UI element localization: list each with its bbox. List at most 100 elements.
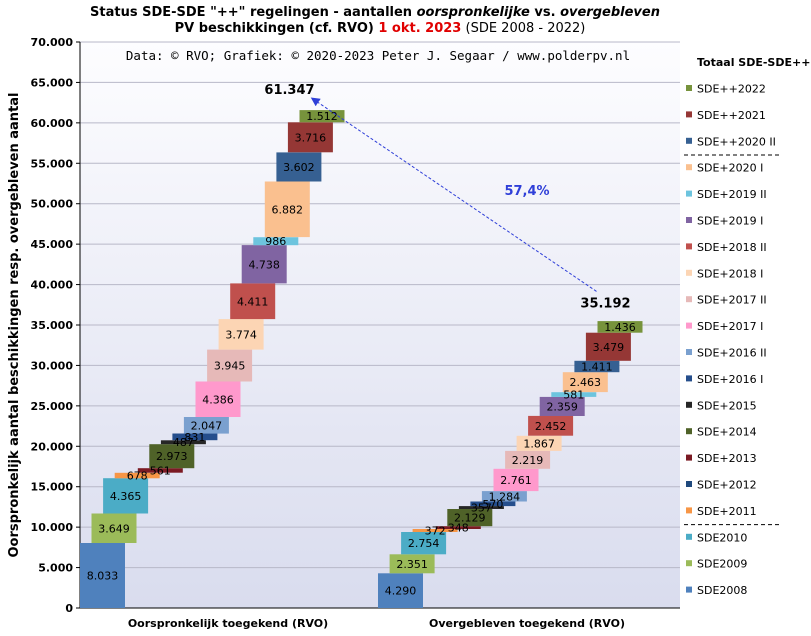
bar-segment [80,543,125,608]
segment-value-label: 3.774 [225,328,257,341]
legend-entry: SDE++2021 [697,109,766,122]
segment-value-label: 581 [563,389,584,402]
segment-value-label: 4.411 [237,295,269,308]
legend-swatch [686,243,692,250]
legend-swatch [686,401,692,408]
bar-segment [160,440,206,445]
bar-segment [539,396,585,416]
y-tick-label: 25.000 [31,400,74,413]
legend-entry: SDE+2012 [697,479,757,492]
segment-value-label: 831 [184,431,205,444]
bar-segment [195,381,241,417]
legend-swatch [686,217,692,223]
legend-entry: SDE+2019 I [697,215,763,228]
legend-swatch [686,428,692,435]
legend-entry: SDE+2018 I [697,267,763,280]
title-line2-part-a: PV beschikkingen (cf. RVO) [175,21,379,36]
bar-segment [253,237,299,246]
bar-segment [528,415,574,436]
segment-value-label: 2.129 [454,512,486,525]
bar-segment [562,372,608,393]
legend-swatch [686,190,692,197]
segment-value-label: 348 [448,522,469,535]
title-line2-date: 1 okt. 2023 [378,21,461,36]
segment-value-label: 8.033 [87,570,119,583]
legend-swatch [686,507,692,514]
segment-value-label: 1.867 [523,437,555,450]
segment-value-label: 2.463 [570,376,602,389]
y-tick-label: 70.000 [31,36,74,49]
bar-segment [218,319,264,350]
y-tick-label: 35.000 [31,319,74,332]
bar-segment [183,417,229,434]
y-tick-label: 10.000 [31,521,74,534]
legend-title: Totaal SDE-SDE++ [697,56,810,69]
segment-value-label: 678 [127,470,148,483]
ratio-arrow [310,97,597,292]
axes: 0 5.000 10.000 15.000 20.000 25.000 30.000 35.0… [31,36,680,630]
bar-segment [505,450,551,469]
segment-value-label: 4.738 [248,258,280,271]
segment-value-label: 2.754 [408,537,440,550]
segment-value-label: 2.761 [500,474,532,487]
segment-value-label: 2.452 [535,420,567,433]
segment-value-label: 4.386 [202,393,234,406]
segment-value-label: 487 [173,436,194,449]
bar-segment [458,506,504,509]
legend-swatch [686,560,692,567]
segment-value-label: 3.479 [593,341,625,354]
gridlines [80,41,680,569]
bar-segment [574,360,620,373]
legend-swatch [686,85,692,91]
svg-text:PV beschikkingen (cf. RVO) 1: PV beschikkingen (cf. RVO) 1 okt. 2023 (… [175,21,586,36]
bar-segment [389,554,435,574]
y-tick-label: 30.000 [31,359,74,372]
bar-segment [493,468,539,492]
y-tick-label: 60.000 [31,117,74,130]
legend-swatch [686,481,692,487]
bar-segment [378,573,423,608]
legend-swatch [686,296,692,303]
segment-value-label: 4.365 [110,490,142,503]
title-line1-part-d: overgebleven [560,5,660,20]
segment-value-label: 357 [471,502,492,515]
bar-segment [412,529,458,532]
segment-value-label: 561 [150,465,171,478]
y-tick-label: 40.000 [31,279,74,292]
legend-entry: SDE+2016 II [697,347,767,360]
legend-entry: SDE+2011 [697,505,757,518]
y-tick-label: 55.000 [31,157,74,170]
segment-value-label: 3.716 [295,131,327,144]
title-line1-part-c: vs. [530,5,560,20]
bar-segment [597,321,643,333]
bar-segment [230,283,276,320]
bar-segment [172,433,218,441]
segment-value-label: 986 [265,235,286,248]
legend-entry: SDE+2020 I [697,162,763,175]
y-axis-label: Oorspronkelijk aantal beschikkingen resp… [7,92,22,557]
legend-swatch [686,454,692,461]
waterfall-bars [80,110,643,608]
y-tick-label: 0 [65,602,73,615]
svg-text:Status SDE-SDE "++" regelingen: Status SDE-SDE "++" regelingen - aantall… [90,5,660,20]
total-label-remaining: 35.192 [580,296,630,311]
segment-value-label: 1.284 [489,490,521,503]
bar-segment [264,181,310,238]
legend-swatch [686,322,692,329]
segment-value-label: 4.290 [385,585,417,598]
legend-entry: SDE++2022 [697,83,766,96]
y-tick-label: 15.000 [31,481,74,494]
legend-entry: SDE2009 [697,558,747,571]
segment-value-label: 2.219 [512,454,544,467]
title-line2-part-c: (SDE 2008 - 2022) [461,21,585,36]
y-tick-label: 65.000 [31,76,74,89]
segment-value-label: 1.436 [604,321,636,334]
x-category-label: Overgebleven toegekend (RVO) [429,617,625,630]
legend-swatch [686,111,692,118]
title-line1-part-b: oorspronkelijke [417,5,530,20]
legend-entry: SDE+2017 I [697,320,763,333]
segment-value-label: 2.047 [191,419,223,432]
legend-swatch [686,533,692,540]
legend: Totaal SDE-SDE++ SDE++2022 SDE++2021 SDE++… [684,56,810,597]
